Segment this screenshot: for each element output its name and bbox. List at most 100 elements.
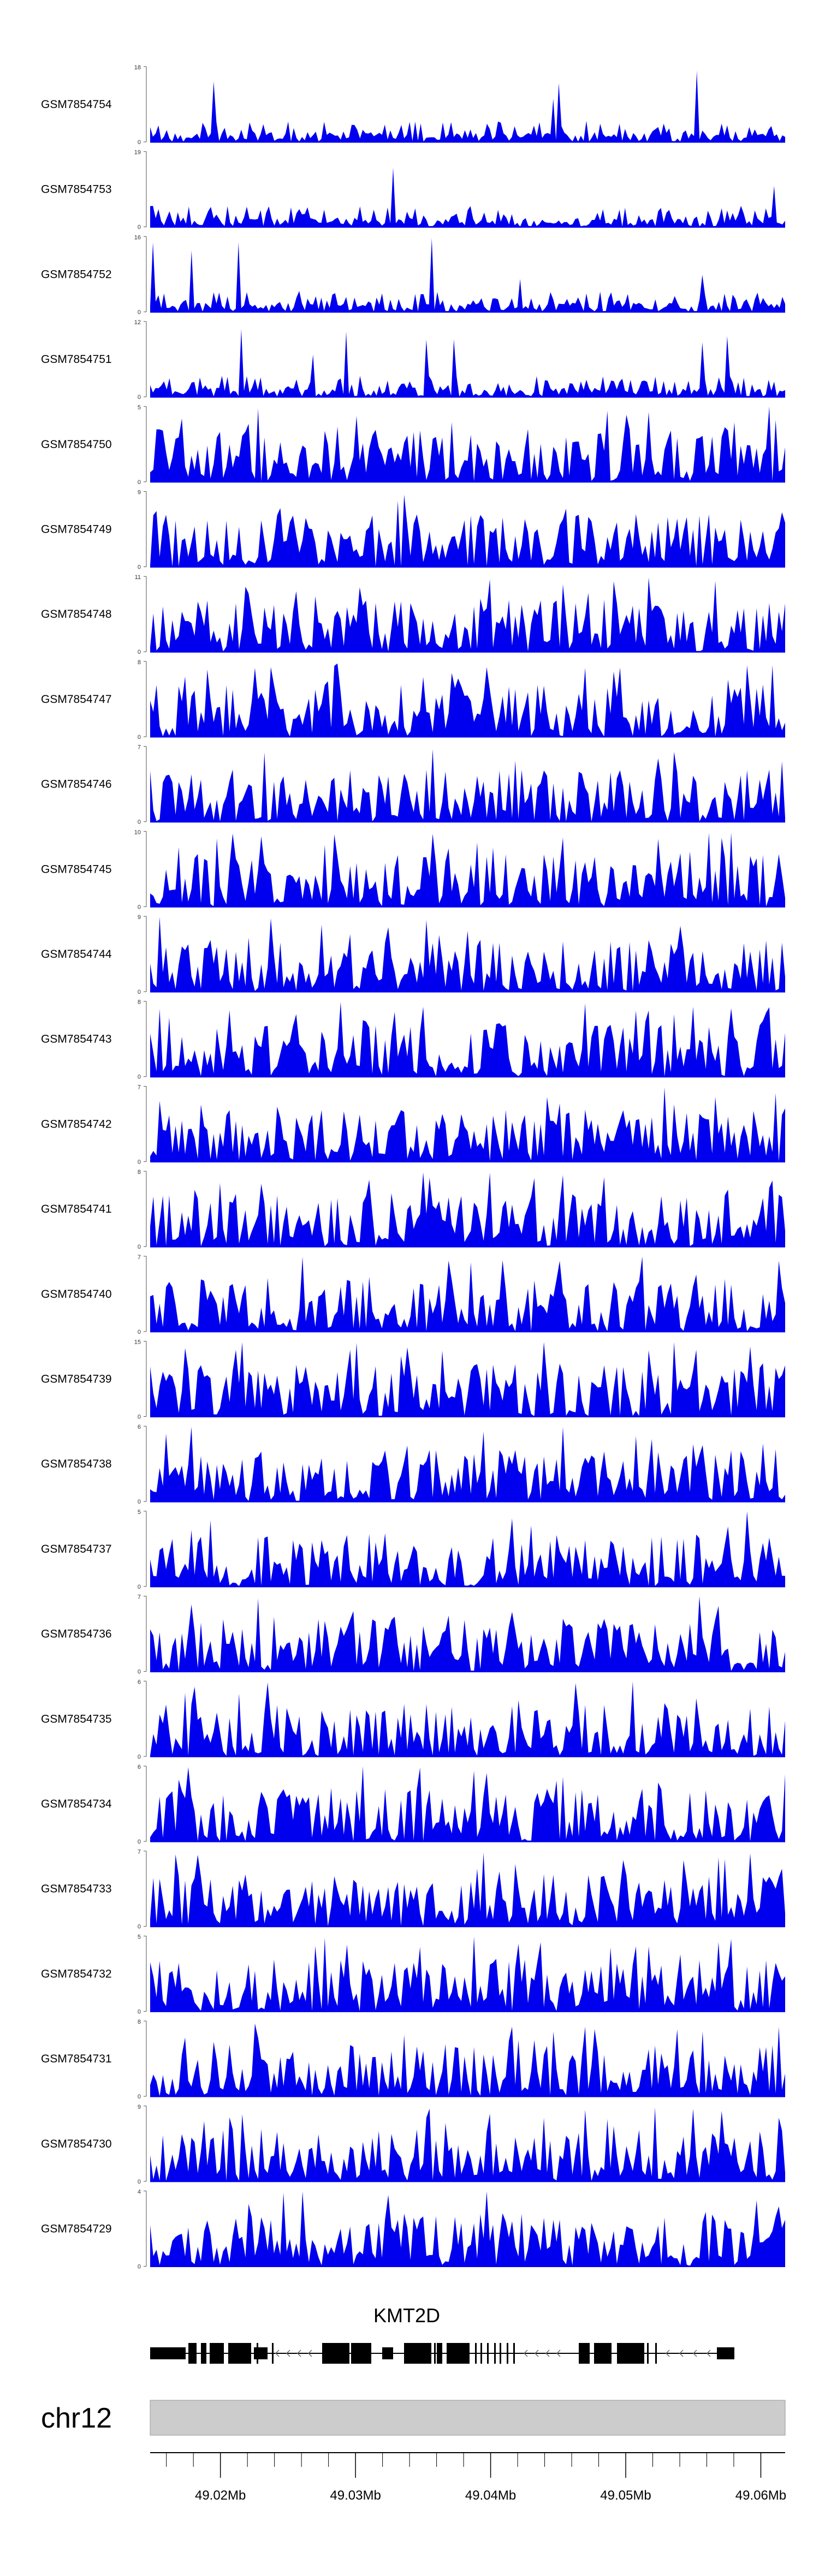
track-label: GSM7854746 — [41, 778, 112, 791]
gene-exon — [655, 2343, 657, 2364]
gene-exon — [358, 2343, 359, 2364]
track-ymax-label: 6 — [138, 1764, 141, 1770]
track-signal — [150, 1596, 785, 1672]
track-ymin-label: 0 — [138, 1924, 141, 1930]
chromosome-label: chr12 — [41, 2402, 112, 2434]
track-ymin-label: 0 — [138, 2264, 141, 2270]
track-ymin-label: 0 — [138, 649, 141, 655]
track-label: GSM7854734 — [41, 1798, 112, 1810]
gene-exon — [192, 2343, 194, 2364]
axis-tick-label: 49.05Mb — [600, 2488, 651, 2503]
track-signal — [150, 168, 785, 227]
track-ymin-label: 0 — [138, 1244, 141, 1250]
track-ymax-label: 7 — [138, 744, 141, 751]
track: GSM7854744 9 0 — [41, 914, 785, 995]
gene-exon — [717, 2347, 734, 2359]
track: GSM7854750 5 0 — [41, 404, 785, 486]
track: GSM7854752 16 0 — [41, 234, 785, 315]
strand-arrow — [665, 2350, 670, 2357]
track: GSM7854754 18 0 — [41, 64, 785, 146]
gene-exon — [216, 2343, 217, 2364]
track-ymax-label: 8 — [138, 2019, 141, 2025]
track-signal — [150, 70, 785, 142]
gene-exon — [513, 2343, 515, 2364]
strand-arrow — [545, 2350, 550, 2357]
track-ymin-label: 0 — [138, 1414, 141, 1421]
gene-exon — [434, 2343, 436, 2364]
chromosome-bar — [150, 2400, 786, 2436]
gene-exon — [415, 2343, 417, 2364]
track-label: GSM7854731 — [41, 2053, 112, 2065]
track-signal — [150, 1766, 785, 1841]
track-label: GSM7854738 — [41, 1458, 112, 1470]
strand-arrow — [275, 2350, 280, 2357]
track-ymax-label: 5 — [138, 1934, 141, 1940]
chromosome-axis: chr12 49.02Mb 49.03Mb 49.04Mb 49.05Mb 49.06M… — [41, 2400, 786, 2503]
gene-exon — [382, 2347, 393, 2359]
gene-exon — [452, 2343, 454, 2364]
gene-exon — [617, 2343, 644, 2364]
strand-arrow — [534, 2350, 539, 2357]
track-ymax-label: 8 — [138, 1169, 141, 1176]
track-signal — [150, 1427, 785, 1502]
track-label: GSM7854739 — [41, 1373, 112, 1386]
track-ymax-label: 9 — [138, 2104, 141, 2110]
gene-exon — [322, 2343, 349, 2364]
gene-exon — [254, 2347, 268, 2359]
track-ymax-label: 7 — [138, 1594, 141, 1601]
track: GSM7854738 6 0 — [41, 1424, 785, 1505]
track: GSM7854735 6 0 — [41, 1679, 785, 1760]
strand-arrow — [307, 2350, 312, 2357]
track-ymin-label: 0 — [138, 819, 141, 826]
track-signal — [150, 2191, 785, 2267]
track-ymax-label: 8 — [138, 999, 141, 1006]
strand-arrow — [296, 2350, 301, 2357]
gene-exon — [257, 2343, 258, 2364]
track-ymax-label: 8 — [138, 659, 141, 666]
track: GSM7854737 5 0 — [41, 1509, 785, 1590]
track-ymin-label: 0 — [138, 1329, 141, 1335]
gene-exon — [487, 2343, 489, 2364]
track-ymax-label: 5 — [138, 404, 141, 411]
signal-tracks: GSM7854754180GSM7854753190GSM7854752160G… — [41, 64, 785, 2270]
axis-tick-label: 49.04Mb — [465, 2488, 516, 2503]
track-ymin-label: 0 — [138, 1669, 141, 1675]
track: GSM7854733 7 0 — [41, 1849, 785, 1930]
track-label: GSM7854736 — [41, 1628, 112, 1641]
gene-exon — [423, 2343, 425, 2364]
gene-exon — [272, 2343, 274, 2364]
track-label: GSM7854735 — [41, 1713, 112, 1725]
track: GSM7854748 11 0 — [41, 574, 785, 655]
strand-arrow — [706, 2350, 711, 2357]
gene-exon — [459, 2343, 460, 2364]
track: GSM7854742 7 0 — [41, 1084, 785, 1165]
gene-exon — [494, 2343, 496, 2364]
track: GSM7854751 12 0 — [41, 319, 785, 401]
track-signal — [150, 916, 785, 992]
track-signal — [150, 2023, 785, 2097]
track-ymin-label: 0 — [138, 479, 141, 486]
track-label: GSM7854730 — [41, 2138, 112, 2150]
track-ymax-label: 9 — [138, 914, 141, 921]
track-signal — [150, 494, 785, 567]
gene-exon — [366, 2343, 367, 2364]
track: GSM7854747 8 0 — [41, 659, 785, 741]
track-ymax-label: 7 — [138, 1084, 141, 1090]
track-ymax-label: 11 — [135, 574, 141, 581]
track-ymax-label: 12 — [134, 319, 141, 326]
gene-model: KMT2D — [150, 2304, 734, 2364]
strand-arrow — [556, 2350, 561, 2357]
track-ymin-label: 0 — [138, 1499, 141, 1505]
track: GSM7854745 10 0 — [41, 829, 785, 910]
track-ymin-label: 0 — [138, 224, 141, 231]
track-label: GSM7854744 — [41, 948, 112, 961]
track-ymax-label: 16 — [134, 234, 141, 241]
gene-exon — [437, 2343, 442, 2364]
track-ymin-label: 0 — [138, 1754, 141, 1760]
gene-exon — [582, 2343, 584, 2364]
track-ymin-label: 0 — [138, 1074, 141, 1081]
strand-arrow — [523, 2350, 528, 2357]
track-signal — [150, 1936, 785, 2012]
track: GSM7854753 19 0 — [41, 150, 785, 231]
